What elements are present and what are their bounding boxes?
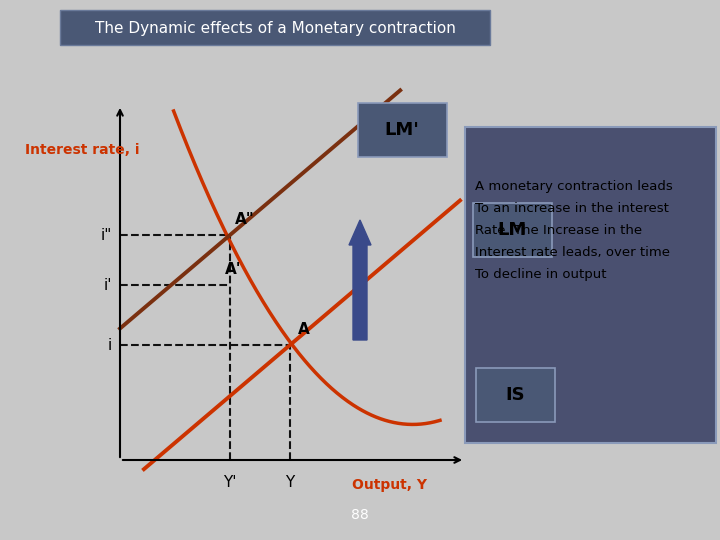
Text: A monetary contraction leads
To an increase in the interest
Rate. The Increase i: A monetary contraction leads To an incre…	[475, 180, 672, 281]
FancyBboxPatch shape	[473, 203, 552, 257]
Text: i": i"	[101, 227, 112, 242]
Text: IS: IS	[505, 386, 525, 404]
Text: i': i'	[104, 278, 112, 293]
Text: LM: LM	[498, 221, 526, 239]
FancyBboxPatch shape	[465, 127, 716, 443]
Text: 88: 88	[351, 508, 369, 522]
Text: Interest rate, i: Interest rate, i	[25, 143, 140, 157]
Text: LM': LM'	[384, 121, 420, 139]
Text: Output, Y: Output, Y	[353, 478, 428, 492]
Text: Y': Y'	[223, 475, 237, 490]
FancyBboxPatch shape	[476, 368, 555, 422]
FancyBboxPatch shape	[358, 103, 447, 157]
Text: The Dynamic effects of a Monetary contraction: The Dynamic effects of a Monetary contra…	[94, 21, 456, 36]
Text: i: i	[108, 338, 112, 353]
Text: A": A"	[235, 212, 255, 227]
Text: Y: Y	[285, 475, 294, 490]
FancyArrow shape	[349, 220, 371, 340]
FancyBboxPatch shape	[60, 10, 490, 45]
Text: A: A	[298, 322, 310, 337]
Text: A': A'	[225, 262, 241, 277]
